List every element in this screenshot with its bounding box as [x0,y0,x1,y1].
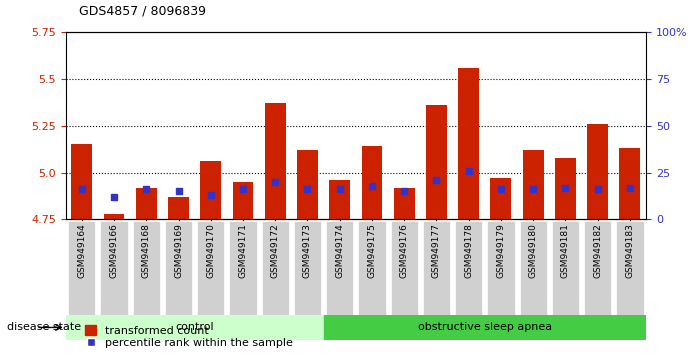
FancyBboxPatch shape [520,222,547,316]
Text: GSM949180: GSM949180 [529,223,538,278]
Text: GSM949164: GSM949164 [77,223,86,278]
Text: control: control [176,322,214,332]
Text: GDS4857 / 8096839: GDS4857 / 8096839 [79,5,207,18]
FancyBboxPatch shape [164,222,192,316]
Bar [361,146,382,219]
Text: GSM949178: GSM949178 [464,223,473,278]
Text: GSM949171: GSM949171 [238,223,247,278]
FancyBboxPatch shape [358,222,386,316]
Bar [297,150,318,219]
Bar [555,158,576,219]
Text: disease state: disease state [7,322,81,332]
Bar [66,315,323,340]
Bar [458,68,479,219]
Bar [168,197,189,219]
FancyBboxPatch shape [261,222,289,316]
Bar [200,161,221,219]
Bar [587,124,608,219]
Bar [323,315,646,340]
FancyBboxPatch shape [584,222,612,316]
Bar [232,182,254,219]
Legend: transformed count, percentile rank within the sample: transformed count, percentile rank withi… [85,325,293,348]
FancyBboxPatch shape [294,222,321,316]
Text: GSM949183: GSM949183 [625,223,634,278]
FancyBboxPatch shape [551,222,579,316]
Bar [491,178,511,219]
Bar [619,148,641,219]
Bar [104,214,124,219]
FancyBboxPatch shape [616,222,644,316]
FancyBboxPatch shape [455,222,482,316]
Bar [329,180,350,219]
Text: GSM949177: GSM949177 [432,223,441,278]
FancyBboxPatch shape [390,222,418,316]
Text: GSM949176: GSM949176 [399,223,409,278]
Text: GSM949169: GSM949169 [174,223,183,278]
Text: GSM949170: GSM949170 [206,223,216,278]
Text: GSM949182: GSM949182 [593,223,603,278]
Text: GSM949175: GSM949175 [368,223,377,278]
Text: GSM949172: GSM949172 [271,223,280,278]
FancyBboxPatch shape [229,222,257,316]
FancyBboxPatch shape [487,222,515,316]
Text: GSM949179: GSM949179 [496,223,506,278]
Bar [394,188,415,219]
FancyBboxPatch shape [423,222,450,316]
FancyBboxPatch shape [100,222,128,316]
Bar [265,103,285,219]
Text: GSM949173: GSM949173 [303,223,312,278]
Text: GSM949166: GSM949166 [109,223,119,278]
FancyBboxPatch shape [326,222,353,316]
Text: obstructive sleep apnea: obstructive sleep apnea [418,322,552,332]
FancyBboxPatch shape [68,222,95,316]
Bar [135,188,157,219]
Text: GSM949168: GSM949168 [142,223,151,278]
Bar [71,144,93,219]
Bar [426,105,447,219]
FancyBboxPatch shape [197,222,225,316]
FancyBboxPatch shape [133,222,160,316]
Text: GSM949174: GSM949174 [335,223,344,278]
Bar [522,150,544,219]
Text: GSM949181: GSM949181 [561,223,570,278]
